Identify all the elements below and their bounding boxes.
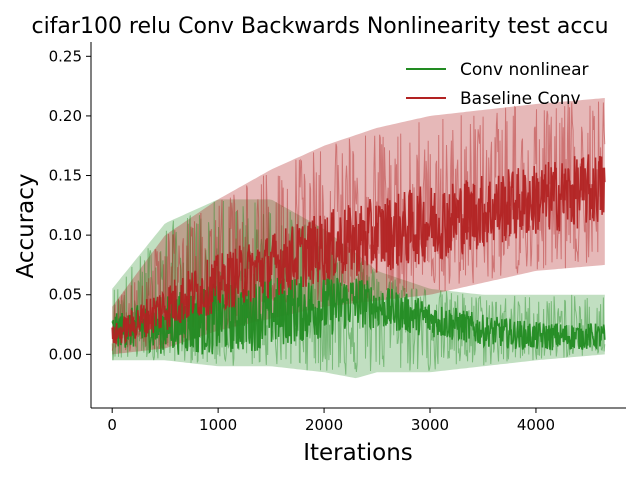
legend-label: Baseline Conv xyxy=(460,89,581,109)
legend: Conv nonlinear Baseline Conv xyxy=(406,60,589,109)
x-tick-label: 3000 xyxy=(411,416,449,434)
x-tick-label: 2000 xyxy=(305,416,343,434)
y-axis-label: Accuracy xyxy=(13,173,39,278)
chart-title: cifar100 relu Conv Backwards Nonlinearit… xyxy=(31,14,608,39)
series-lines xyxy=(111,154,606,355)
x-tick-label: 1000 xyxy=(199,416,237,434)
x-axis-label: Iterations xyxy=(303,440,413,466)
legend-label: Conv nonlinear xyxy=(460,60,589,80)
x-tick-label: 0 xyxy=(107,416,117,434)
y-ticks: 0.00 0.05 0.10 0.15 0.20 0.25 xyxy=(49,47,91,363)
x-tick-label: 4000 xyxy=(517,416,555,434)
plot-area xyxy=(111,98,606,379)
y-tick-label: 0.20 xyxy=(49,107,82,125)
y-tick-label: 0.05 xyxy=(49,286,82,304)
line-baseline-conv xyxy=(111,154,606,345)
y-tick-label: 0.15 xyxy=(49,167,82,185)
x-ticks: 0 1000 2000 3000 4000 xyxy=(107,408,555,434)
legend-item: Baseline Conv xyxy=(406,89,581,109)
line-conv-nonlinear xyxy=(111,276,606,355)
y-tick-label: 0.25 xyxy=(49,47,82,65)
y-tick-label: 0.00 xyxy=(49,345,82,363)
y-tick-label: 0.10 xyxy=(49,226,82,244)
legend-item: Conv nonlinear xyxy=(406,60,589,80)
